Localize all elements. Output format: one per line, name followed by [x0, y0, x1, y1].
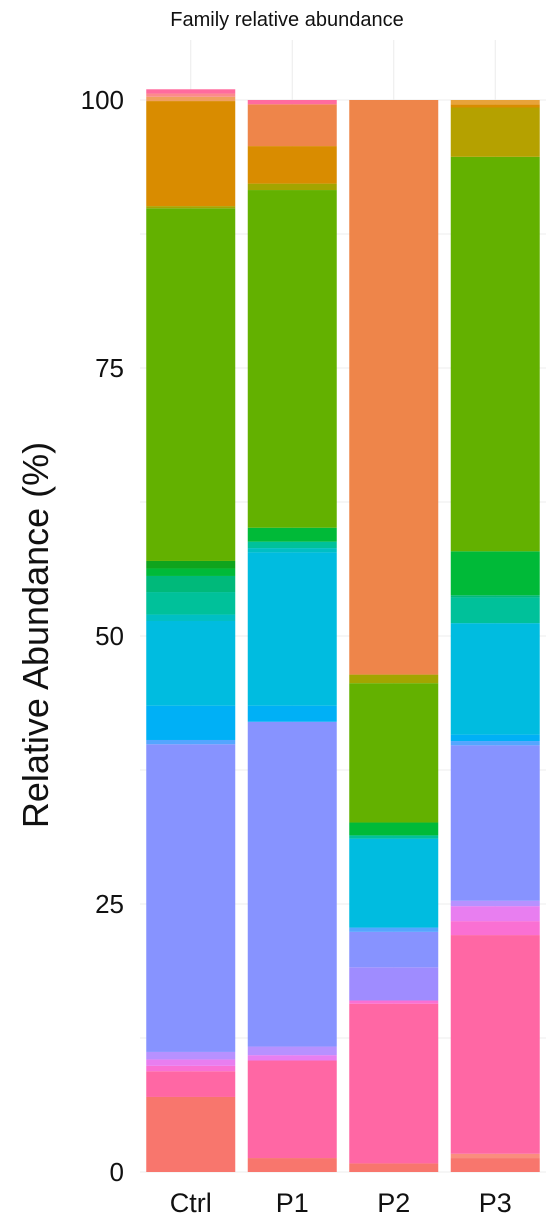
bar-stack-p3: [450, 100, 540, 1172]
bar-segment: [450, 741, 540, 746]
bar-segment: [349, 927, 439, 932]
bar-segment: [146, 614, 236, 621]
bar-segment: [450, 107, 540, 157]
bar-segment: [349, 1003, 439, 1164]
bar-segment: [146, 1071, 236, 1097]
bar-segment: [247, 1046, 337, 1056]
bar-segment: [146, 705, 236, 740]
bar-segment: [247, 1060, 337, 1159]
bar-segment: [146, 620, 236, 706]
bar-segment: [349, 967, 439, 1001]
bar-segment: [146, 1096, 236, 1172]
bar-segment: [450, 551, 540, 596]
bar-segment: [146, 568, 236, 576]
bar-segment: [450, 100, 540, 105]
y-tick-label: 0: [110, 1157, 124, 1187]
bar-segment: [146, 744, 236, 1052]
bar-segment: [247, 552, 337, 706]
bar-segment: [146, 101, 236, 207]
bar-segment: [349, 931, 439, 968]
bar-stack-p1: [247, 100, 337, 1172]
y-tick-label: 25: [95, 889, 124, 919]
bar-segment: [247, 705, 337, 722]
bar-segment: [450, 1158, 540, 1172]
bar-segment: [247, 548, 337, 553]
bar-segment: [349, 1000, 439, 1004]
bar-segment: [450, 745, 540, 901]
bar-segment: [349, 100, 439, 675]
bar-segment: [450, 906, 540, 922]
bar-segment: [450, 623, 540, 735]
bar-segment: [146, 93, 236, 97]
x-tick-label: P1: [276, 1188, 309, 1218]
bar-segment: [146, 1065, 236, 1072]
bar-segment: [450, 935, 540, 1154]
bar-segment: [247, 190, 337, 528]
bar-segment: [349, 674, 439, 684]
bar-segment: [146, 1051, 236, 1060]
bar-segment: [450, 921, 540, 936]
bar-segment: [349, 1163, 439, 1172]
x-tick-label: P2: [377, 1188, 410, 1218]
bar-segment: [247, 104, 337, 147]
bar-segment: [450, 156, 540, 552]
x-tick-label: Ctrl: [170, 1188, 212, 1218]
bar-segment: [146, 1059, 236, 1066]
bar-segment: [146, 206, 236, 209]
bar-segment: [349, 838, 439, 928]
bar-segment: [146, 739, 236, 745]
bar-segment: [349, 822, 439, 836]
y-axis-label: Relative Abundance (%): [15, 442, 56, 828]
bar-segment: [450, 597, 540, 624]
bar-segment: [247, 527, 337, 542]
bar-segment: [247, 146, 337, 184]
bar-segment: [349, 683, 439, 823]
bar-stack-p2: [349, 100, 439, 1172]
chart-title: Family relative abundance: [170, 9, 403, 31]
bar-segment: [247, 100, 337, 105]
y-tick-label: 100: [81, 85, 124, 115]
x-axis-ticks: Ctrl P1 P2 P3: [170, 1188, 512, 1218]
bar-segment: [146, 592, 236, 615]
bar-segment: [146, 575, 236, 593]
bar-segment: [146, 89, 236, 94]
y-tick-label: 75: [95, 353, 124, 383]
bar-segment: [247, 1158, 337, 1172]
bar-segment: [247, 541, 337, 549]
y-axis-ticks: 0 25 50 75 100: [81, 85, 124, 1187]
bar-stack-ctrl: [146, 89, 236, 1172]
y-tick-label: 50: [95, 621, 124, 651]
bar-segment: [349, 835, 439, 839]
bar-segment: [247, 183, 337, 191]
bar-segment: [450, 595, 540, 598]
bar-segment: [146, 208, 236, 561]
bar-segment: [450, 104, 540, 108]
x-tick-label: P3: [479, 1188, 512, 1218]
bar-segment: [450, 734, 540, 742]
bar-segment: [450, 1153, 540, 1159]
bar-segment: [450, 900, 540, 907]
bar-segment: [247, 721, 337, 1047]
bar-segment: [146, 96, 236, 102]
bars: [146, 89, 540, 1172]
bar-segment: [247, 1055, 337, 1061]
bar-segment: [146, 560, 236, 569]
